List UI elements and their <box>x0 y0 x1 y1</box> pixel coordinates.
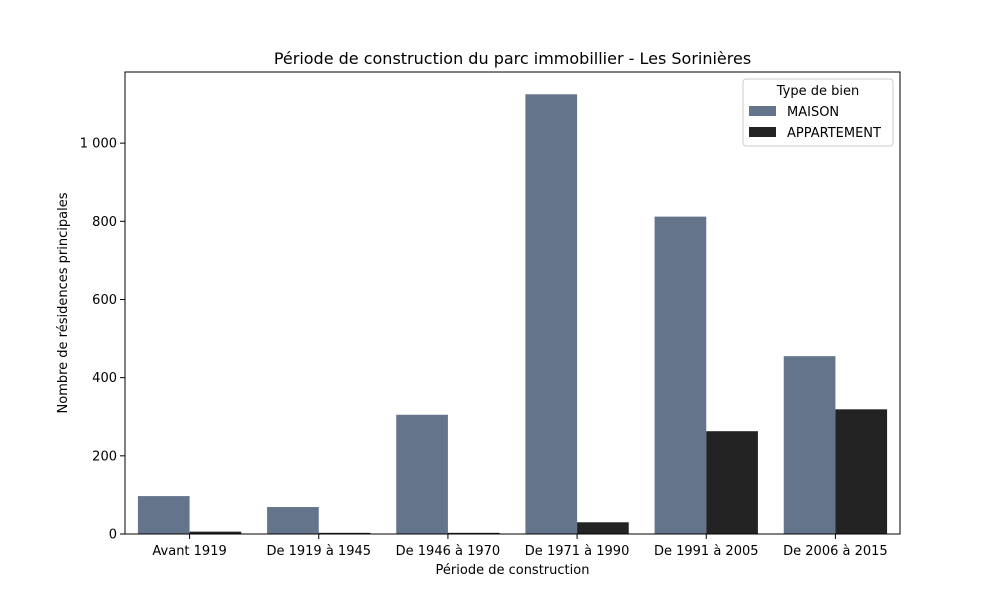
legend-label-appartement: APPARTEMENT <box>787 126 881 141</box>
bar-appartement-3 <box>577 522 629 534</box>
legend-swatch-maison <box>749 106 776 116</box>
x-tick-label: De 1971 à 1990 <box>525 544 630 559</box>
y-axis: 0 200 400 600 800 1 000 <box>80 137 125 543</box>
bar-maison-2 <box>396 414 448 534</box>
x-axis-label: Période de construction <box>436 563 590 578</box>
y-tick-label: 200 <box>92 449 117 464</box>
y-axis-label: Nombre de résidences principales <box>56 192 71 413</box>
x-tick-label: De 1991 à 2005 <box>654 544 759 559</box>
chart-title: Période de construction du parc immobill… <box>274 49 751 68</box>
bar-maison-0 <box>137 496 190 534</box>
legend: Type de bien MAISON APPARTEMENT <box>742 78 894 147</box>
bar-appartement-0 <box>189 531 242 534</box>
legend-label-maison: MAISON <box>787 105 839 120</box>
bar-maison-4 <box>654 216 707 534</box>
y-tick-label: 400 <box>92 371 117 386</box>
x-axis: Avant 1919 De 1919 à 1945 De 1946 à 1970 De… <box>152 534 888 559</box>
bar-appartement-2 <box>447 532 500 534</box>
x-tick-label: De 1946 à 1970 <box>396 544 501 559</box>
plot-frame <box>124 71 901 535</box>
x-tick-label: De 1919 à 1945 <box>266 544 371 559</box>
bars <box>137 94 888 535</box>
y-tick-label: 0 <box>109 528 117 543</box>
legend-swatch-appartement <box>749 127 776 137</box>
bar-maison-3 <box>525 94 578 535</box>
y-tick-label: 1 000 <box>80 137 117 152</box>
y-tick-label: 800 <box>92 215 117 230</box>
bar-appartement-4 <box>706 431 758 534</box>
bar-appartement-5 <box>835 409 888 534</box>
bar-appartement-1 <box>318 532 371 534</box>
bar-maison-1 <box>267 507 319 534</box>
legend-box <box>742 78 894 147</box>
x-tick-label: Avant 1919 <box>152 544 226 559</box>
legend-title: Type de bien <box>776 84 859 99</box>
x-tick-label: De 2006 à 2015 <box>783 544 888 559</box>
y-tick-label: 600 <box>92 293 117 308</box>
bar-maison-5 <box>783 356 836 534</box>
